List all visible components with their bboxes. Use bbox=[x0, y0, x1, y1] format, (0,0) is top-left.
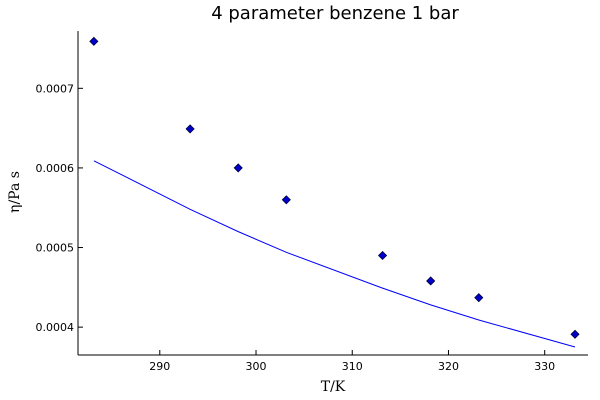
x-tick-label: 330 bbox=[534, 360, 555, 373]
y-tick-label: 0.0007 bbox=[36, 82, 75, 95]
data-point bbox=[185, 124, 195, 134]
data-point bbox=[570, 329, 580, 339]
model-fit-line bbox=[93, 160, 576, 348]
y-ticks: 0.0004 0.0005 0.0006 0.0007 bbox=[36, 82, 83, 334]
axes bbox=[77, 31, 588, 356]
data-point bbox=[233, 163, 243, 173]
series-group bbox=[89, 36, 580, 348]
x-tick-label: 310 bbox=[342, 360, 363, 373]
x-tick-label: 290 bbox=[149, 360, 170, 373]
data-point bbox=[377, 250, 388, 261]
y-tick-label: 0.0004 bbox=[36, 321, 75, 334]
data-point bbox=[474, 293, 484, 303]
chart-title: 4 parameter benzene 1 bar bbox=[211, 3, 459, 24]
x-axis-label: T/K bbox=[321, 379, 346, 395]
y-tick-label: 0.0006 bbox=[36, 162, 75, 175]
data-point bbox=[281, 195, 291, 205]
data-point bbox=[426, 276, 436, 286]
x-ticks: 290 300 310 320 330 bbox=[149, 350, 555, 373]
x-tick-label: 320 bbox=[438, 360, 459, 373]
y-axis-label: η/Pa s bbox=[7, 171, 23, 213]
y-tick-label: 0.0005 bbox=[36, 242, 75, 255]
x-tick-label: 300 bbox=[246, 360, 267, 373]
data-point bbox=[89, 36, 99, 46]
